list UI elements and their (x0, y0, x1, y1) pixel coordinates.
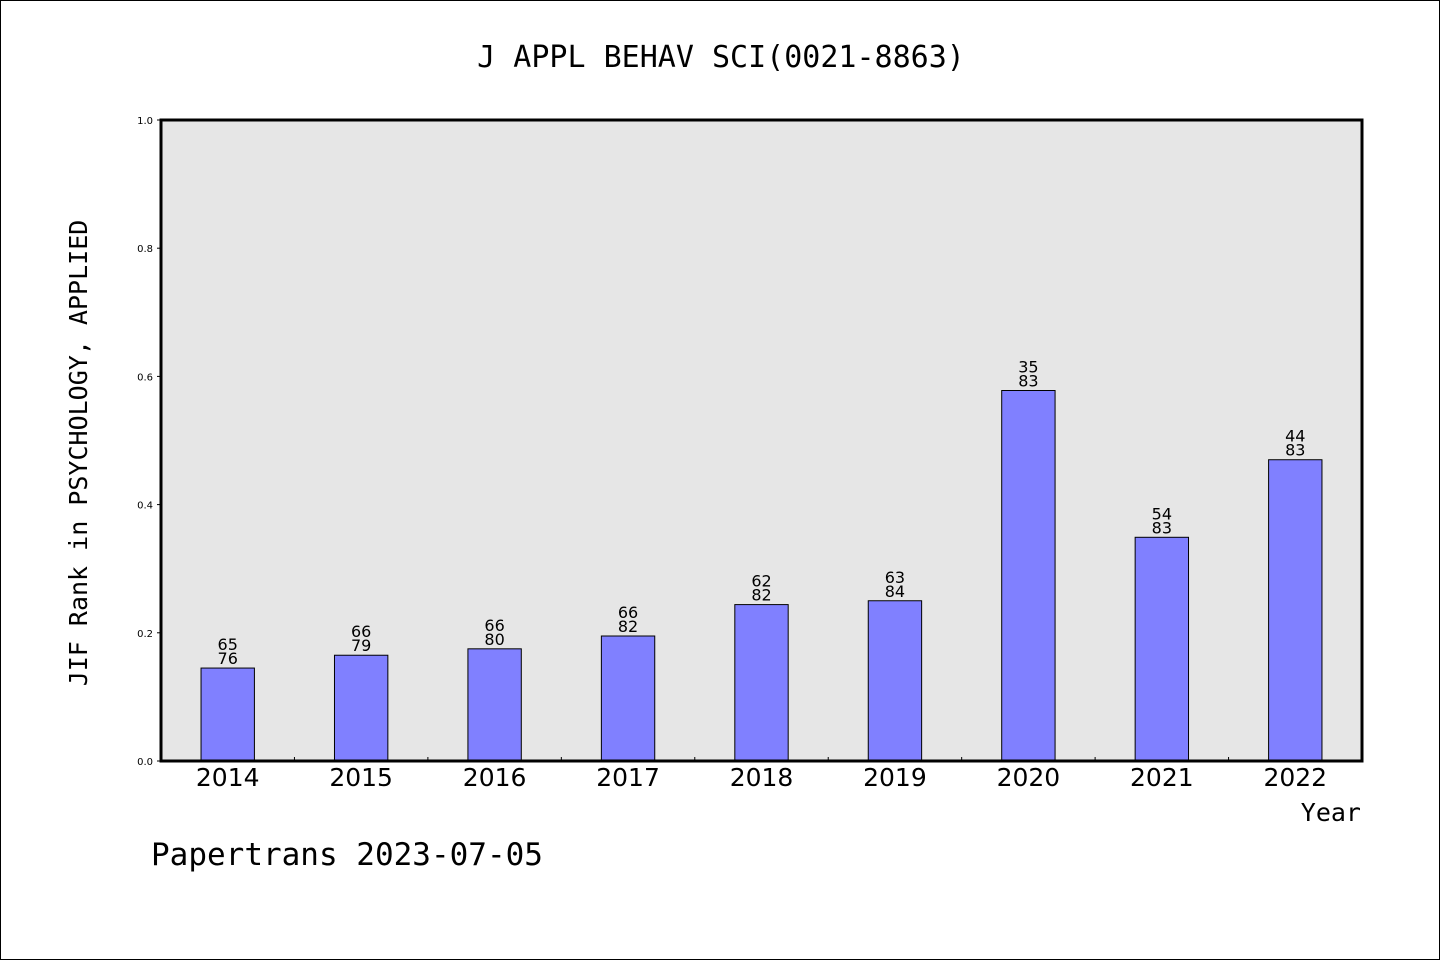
footer-credit: Papertrans 2023-07-05 (151, 837, 543, 873)
x-axis-label: Year (1301, 798, 1361, 827)
x-tick-label: 2019 (863, 763, 927, 792)
bar-2022 (1268, 459, 1323, 762)
x-tick-label: 2015 (329, 763, 393, 792)
y-tick-label: 0.2 (137, 629, 153, 640)
y-axis-label: JIF Rank in PSYCHOLOGY, APPLIED (64, 220, 93, 687)
y-tick-label: 0.8 (137, 244, 153, 255)
bar-2015 (333, 654, 389, 762)
bar-2017 (600, 635, 656, 762)
bar-total-label: 76 (218, 649, 238, 668)
x-tick-label: 2022 (1263, 763, 1327, 792)
bar-rank-label: 66 (484, 616, 504, 635)
bar-rank-label: 35 (1018, 358, 1038, 377)
bar-rank-label: 66 (618, 603, 638, 622)
bar-2019 (867, 600, 923, 762)
bar-rank-label: 66 (351, 622, 371, 641)
bar-2021 (1134, 536, 1190, 762)
y-axis: 0.0 0.2 0.4 0.6 0.8 1.0 (137, 116, 161, 768)
x-tick-label: 2021 (1130, 763, 1194, 792)
bar-total-label: 83 (1152, 518, 1172, 537)
x-tick-label: 2014 (196, 763, 260, 792)
x-tick-label: 2017 (596, 763, 660, 792)
bar-rank-label: 54 (1152, 504, 1172, 523)
y-tick-label: 0.4 (137, 501, 153, 512)
plot-border (159, 118, 1364, 763)
x-tick-label: 2020 (997, 763, 1061, 792)
bar-2020 (1001, 390, 1056, 762)
x-tick-label: 2016 (463, 763, 527, 792)
bar-rank-label: 63 (885, 568, 905, 587)
bar-rank-label: 44 (1285, 427, 1305, 446)
y-tick-label: 0.0 (137, 757, 153, 768)
bar-2018 (734, 604, 789, 762)
bar-total-label: 82 (618, 617, 638, 636)
bar-total-label: 79 (351, 636, 371, 655)
bar-total-label: 83 (1285, 441, 1305, 460)
chart-title: J APPL BEHAV SCI(0021-8863) (477, 40, 965, 75)
y-tick-label: 0.6 (137, 372, 153, 383)
bar-total-label: 80 (484, 630, 504, 649)
bar-2014 (200, 667, 255, 762)
x-tick-label: 2018 (730, 763, 794, 792)
bar-rank-label: 62 (751, 572, 771, 591)
bar-total-label: 82 (751, 586, 771, 605)
x-axis: 2014 2015 2016 2017 2018 2019 2020 2021 2022 (196, 757, 1327, 792)
bar-total-label: 84 (885, 582, 905, 601)
bar-total-label: 83 (1018, 372, 1038, 391)
bar-2016 (467, 648, 522, 762)
y-tick-label: 1.0 (137, 116, 153, 127)
bar-rank-label: 65 (218, 635, 238, 654)
